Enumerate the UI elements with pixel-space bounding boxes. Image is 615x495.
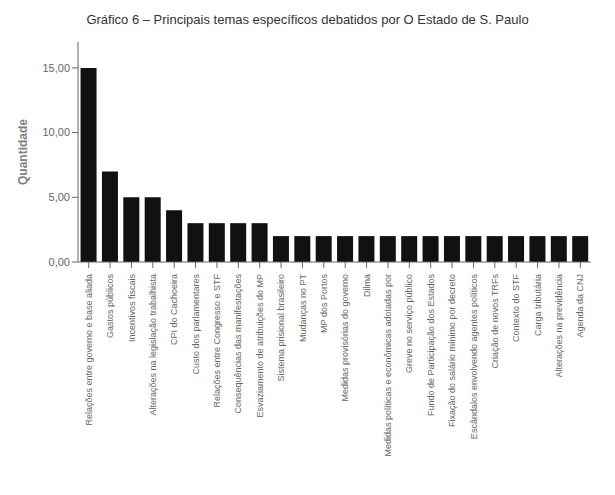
svg-text:Fundo de Participação dos Esta: Fundo de Participação dos Estados xyxy=(426,274,436,417)
svg-text:Consequências das manifestaçõe: Consequências das manifestações xyxy=(233,274,243,414)
svg-text:Relações entre Congresso e STF: Relações entre Congresso e STF xyxy=(212,274,222,408)
svg-text:Gastos públicos: Gastos públicos xyxy=(105,274,115,339)
svg-text:Alterações na previdência: Alterações na previdência xyxy=(554,274,564,378)
svg-text:Sistema prisional brasileiro: Sistema prisional brasileiro xyxy=(276,274,286,382)
svg-text:Medidas políticas e econômicas: Medidas políticas e econômicas adotadas … xyxy=(383,274,393,457)
svg-text:Alterações na legislação traba: Alterações na legislação trabalhista xyxy=(148,274,158,416)
svg-text:Dilma: Dilma xyxy=(362,274,372,297)
svg-text:Custo dos parlamentares: Custo dos parlamentares xyxy=(191,274,201,375)
svg-text:Carga tributária: Carga tributária xyxy=(533,274,543,336)
svg-text:Quantidade: Quantidade xyxy=(16,119,30,185)
svg-text:Fixação do salário mínimo por: Fixação do salário mínimo por decreto xyxy=(447,274,457,427)
svg-text:Medidas provisórias do governo: Medidas provisórias do governo xyxy=(340,274,350,402)
svg-text:15,00: 15,00 xyxy=(42,62,70,74)
svg-text:Agenda da CNJ: Agenda da CNJ xyxy=(575,274,585,338)
svg-text:MP dos Portos: MP dos Portos xyxy=(319,274,329,333)
svg-text:Criação de novos TRFs: Criação de novos TRFs xyxy=(490,274,500,369)
svg-text:Relações entre governo e base: Relações entre governo e base aliada xyxy=(84,274,94,426)
svg-text:Incentivos fiscais: Incentivos fiscais xyxy=(127,274,137,343)
svg-text:CPI do Cachoeira: CPI do Cachoeira xyxy=(169,274,179,345)
svg-text:5,00: 5,00 xyxy=(49,191,70,203)
svg-text:0,00: 0,00 xyxy=(49,256,70,268)
svg-text:Escândalos envolvendo agentes: Escândalos envolvendo agentes políticos xyxy=(469,274,479,440)
svg-text:Contexto do STF: Contexto do STF xyxy=(511,274,521,343)
svg-text:Esvaziamento de atribuições do: Esvaziamento de atribuições do MP xyxy=(255,274,265,418)
svg-text:Mudanças no PT: Mudanças no PT xyxy=(298,274,308,343)
html-text:Gráfico 6 – Principais temas e: Gráfico 6 – Principais temas específicos… xyxy=(86,12,529,27)
svg-text:10,00: 10,00 xyxy=(42,126,70,138)
svg-text:Greve no serviço público: Greve no serviço público xyxy=(404,274,414,373)
